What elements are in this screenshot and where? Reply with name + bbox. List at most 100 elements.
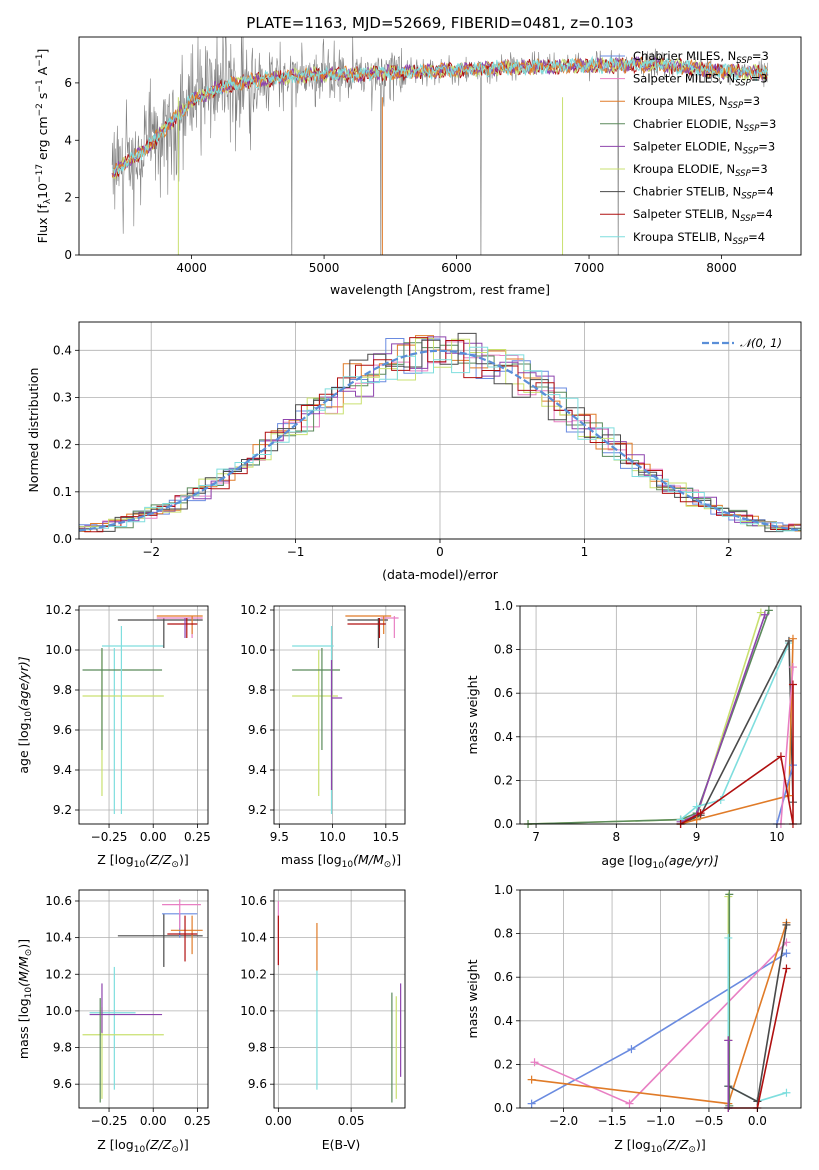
x-tick-label: 2 (725, 545, 733, 559)
x-tick-label: 0.25 (184, 1114, 211, 1128)
y-tick-label: 9.4 (53, 763, 72, 777)
y-tick-label: 6 (64, 76, 72, 90)
legend-label: Salpeter ELODIE, NSSP=3 (633, 139, 775, 156)
y-tick-label: 9.2 (53, 803, 72, 817)
mass-vs-z-frame (78, 889, 209, 1109)
weight-marker (692, 802, 701, 811)
weight-line (780, 666, 794, 825)
x-tick-label: 4000 (176, 261, 207, 275)
weight-line (776, 764, 794, 825)
weight-vs-age-panel: 7 8 9 10 0.0 0.2 0.4 0.6 0.8 1.0 age [log10(age/y… (465, 599, 802, 871)
weight-marker (625, 1099, 634, 1108)
y-tick-label: 10.6 (45, 894, 72, 908)
spectrum-xlabel: wavelength [Angstrom, rest frame] (330, 282, 550, 297)
legend-label: Salpeter STELIB, NSSP=4 (633, 207, 773, 224)
y-tick-label: 10.0 (240, 1004, 267, 1018)
x-tick-label: −1.0 (646, 1114, 675, 1128)
mass-vs-ebv-frame (273, 889, 406, 1109)
mass-vs-ebv-xlabel: E(B-V) (322, 1137, 361, 1152)
legend-label: Kroupa MILES, NSSP=3 (633, 94, 760, 111)
y-tick-label: 9.8 (53, 683, 72, 697)
y-tick-label: 4 (64, 133, 72, 147)
y-tick-label: 0.6 (494, 686, 513, 700)
weight-vs-age-ylabel: mass weight (465, 675, 480, 754)
mass-vs-z-panel: −0.25 0.00 0.25 9.6 9.8 10.0 10.2 10.4 10.6 Z [l… (16, 889, 211, 1155)
residuals-xlabel: (data-model)/error (382, 567, 499, 582)
spectrum-title: PLATE=1163, MJD=52669, FIBERID=0481, z=0… (246, 14, 633, 32)
weight-marker (788, 634, 797, 643)
y-tick-label: 9.8 (53, 1041, 72, 1055)
y-tick-label: 2 (64, 191, 72, 205)
weight-vs-age-frame (519, 605, 802, 825)
y-tick-label: 0 (64, 248, 72, 262)
x-tick-label: −1.5 (597, 1114, 626, 1128)
y-tick-label: 0.0 (494, 1101, 513, 1115)
x-tick-label: 9.5 (270, 830, 289, 844)
y-tick-label: 10.2 (45, 603, 72, 617)
y-tick-label: 0.2 (494, 773, 513, 787)
legend-count: =3 (751, 72, 768, 86)
legend-sub: SSP (735, 169, 751, 179)
legend-count: =3 (758, 139, 775, 153)
legend-count: =3 (743, 94, 760, 108)
legend-count: =3 (752, 49, 769, 63)
legend-label: Chabrier MILES, NSSP=3 (633, 49, 769, 66)
weight-marker (788, 663, 797, 672)
weight-marker (692, 815, 701, 824)
weight-marker (725, 890, 734, 899)
weight-line (527, 612, 762, 825)
weight-marker (527, 1075, 536, 1084)
residuals-panel: −2 −1 0 1 2 0.0 0.1 0.2 0.3 0.4 (data-model)/erro… (26, 321, 802, 582)
weight-marker (788, 680, 797, 689)
y-tick-label: 10.2 (240, 967, 267, 981)
weight-marker (527, 1099, 536, 1108)
weight-marker (724, 892, 733, 901)
y-tick-label: 9.2 (248, 803, 267, 817)
spectrum-lines (111, 37, 769, 255)
mass-vs-z-xlabel: Z [log10(Z/Z⊙)] (97, 1137, 188, 1155)
y-tick-label: 10.0 (45, 643, 72, 657)
model-spectrum (111, 55, 769, 175)
x-tick-label: 8000 (706, 261, 737, 275)
legend-sub: SSP (741, 192, 757, 202)
legend-sub: SSP (736, 56, 752, 66)
x-tick-label: 5000 (309, 261, 340, 275)
x-tick-label: 0.00 (140, 1114, 167, 1128)
x-tick-label: 0.05 (338, 1114, 365, 1128)
spectrum-panel: PLATE=1163, MJD=52669, FIBERID=0481, z=0… (35, 14, 802, 297)
x-tick-label: 0.0 (748, 1114, 767, 1128)
x-tick-label: 1 (581, 545, 589, 559)
legend-sub: SSP (735, 79, 751, 89)
age-vs-z-frame (78, 605, 209, 825)
weight-marker (776, 752, 785, 761)
age-vs-z-panel: −0.25 0.00 0.25 9.2 9.4 9.6 9.8 10.0 10.2 Z [log… (16, 603, 211, 870)
y-tick-label: 0.4 (494, 1014, 513, 1028)
weight-line (680, 684, 794, 825)
legend-label: Kroupa STELIB, NSSP=4 (633, 230, 765, 247)
weight-line (680, 614, 766, 823)
x-tick-label: 10 (769, 830, 784, 844)
legend-sub: SSP (743, 146, 759, 156)
age-vs-mass-frame (273, 605, 406, 825)
mass-vs-z-ylabel: mass [log10(M/M⊙)] (16, 939, 34, 1059)
age-vs-z-ylabel: age [log10(age/yr)] (16, 656, 34, 773)
y-tick-label: 10.2 (45, 967, 72, 981)
weight-line (680, 638, 794, 825)
weight-vs-z-xlabel: Z [log10(Z/Z⊙)] (614, 1137, 705, 1155)
y-tick-label: 10.0 (240, 643, 267, 657)
y-tick-label: 9.8 (248, 683, 267, 697)
x-tick-label: 0 (436, 545, 444, 559)
y-tick-label: 0.8 (494, 643, 513, 657)
weight-marker (782, 964, 791, 973)
legend-count: =3 (759, 117, 776, 131)
y-tick-label: 0.0 (494, 817, 513, 831)
age-vs-z-xlabel: Z [log10(Z/Z⊙)] (97, 852, 188, 870)
y-tick-label: 10.2 (240, 603, 267, 617)
legend-sub: SSP (740, 214, 756, 224)
normal-legend-label: 𝒩(0, 1) (740, 336, 782, 350)
residuals-legend: 𝒩(0, 1) (702, 336, 782, 350)
weight-line (531, 952, 787, 1105)
legend-count: =4 (748, 230, 765, 244)
y-tick-label: 9.4 (248, 763, 267, 777)
